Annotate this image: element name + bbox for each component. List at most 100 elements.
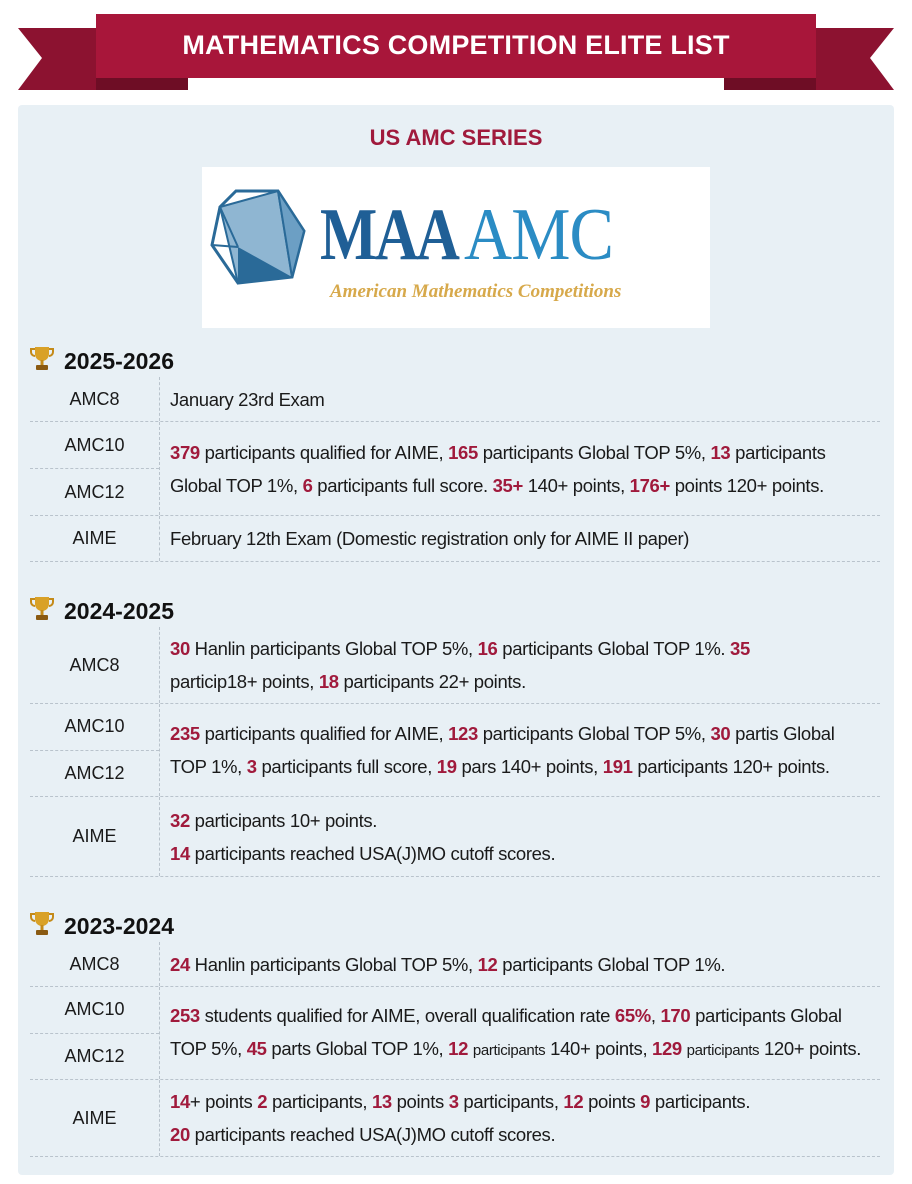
result-text-segment: participants,: [458, 1091, 564, 1112]
result-text-segment: participants 120+ points.: [632, 756, 830, 777]
result-text-segment: participants Global: [690, 1005, 842, 1026]
result-text-segment: points: [583, 1091, 641, 1112]
result-line: 32 participants 10+ points.: [170, 804, 880, 837]
highlight-number: 20: [170, 1124, 190, 1145]
result-text-segment: parts Global TOP 1%,: [266, 1038, 449, 1059]
table-row: AMC10 AMC12 379 participants qualified for…: [30, 422, 880, 516]
highlight-number: 13: [710, 441, 731, 463]
competition-label: AMC10: [64, 716, 125, 737]
result-line: TOP 1%, 3 participants full score, 19 pa…: [170, 750, 880, 783]
table-row: AIME 14+ points 2 participants, 13 points…: [30, 1080, 880, 1157]
competition-label-cell: AIME: [30, 1080, 160, 1156]
result-text-segment: participants reached USA(J)MO cutoff sco…: [189, 842, 556, 864]
highlight-number: 123: [448, 723, 478, 744]
highlight-number: 30: [170, 638, 190, 659]
result-line: 235 participants qualified for AIME, 123…: [170, 717, 880, 750]
result-line: February 12th Exam (Domestic registratio…: [170, 522, 880, 555]
result-text-segment: Hanlin participants Global TOP 5%,: [189, 638, 478, 659]
table-row: AMC10 AMC12 235 participants qualified for…: [30, 704, 880, 797]
competition-label: AMC10: [64, 999, 125, 1020]
highlight-number: 2: [257, 1091, 268, 1112]
highlight-number: 235: [170, 723, 200, 744]
result-line: 14 participants reached USA(J)MO cutoff …: [170, 837, 880, 870]
table-row: AMC8 January 23rd Exam: [30, 377, 880, 422]
result-text: 30 Hanlin participants Global TOP 5%, 16…: [160, 627, 880, 703]
maa-amc-logo: MAA AMC American Mathematics Competition…: [202, 167, 710, 328]
result-line: Global TOP 1%, 6 participants full score…: [170, 469, 880, 502]
highlight-number: 35: [730, 638, 750, 659]
page-title: MATHEMATICS COMPETITION ELITE LIST: [182, 30, 730, 60]
result-text-segment: participants Global TOP 5%,: [477, 723, 711, 744]
highlight-number: 129: [652, 1038, 682, 1059]
highlight-number: 253: [170, 1005, 200, 1026]
competition-label: AMC12: [30, 749, 159, 797]
result-text-segment: participants,: [267, 1091, 372, 1112]
result-text-segment: + points: [189, 1091, 258, 1112]
result-text-segment: particip18+ points,: [170, 671, 319, 692]
competition-label-cell: AMC10 AMC12: [30, 422, 160, 515]
logo-subtitle: American Mathematics Competitions: [330, 281, 622, 302]
competition-label: AMC12: [30, 468, 159, 515]
result-text-segment: pars 140+ points,: [456, 756, 603, 777]
competition-label: AIME: [72, 1107, 117, 1128]
section-year: 2024-2025: [64, 597, 174, 624]
title-banner: MATHEMATICS COMPETITION ELITE LIST: [0, 0, 912, 95]
competition-label: AMC8: [69, 953, 120, 974]
competition-label: AMC8: [69, 654, 120, 675]
highlight-number: 12: [448, 1038, 469, 1059]
table-row: AMC8 24 Hanlin participants Global TOP 5%…: [30, 942, 880, 987]
section-heading: 2024-2025: [30, 595, 880, 627]
highlight-number: 14: [170, 1091, 190, 1112]
result-text: January 23rd Exam: [160, 377, 880, 421]
highlight-number: 30: [710, 723, 731, 744]
result-text-segment: participants 10+ points.: [189, 809, 378, 831]
result-line: 379 participants qualified for AIME, 165…: [170, 436, 880, 469]
year-section: 2023-2024 AMC8 24 Hanlin participants Glob…: [30, 910, 880, 1157]
competition-label: AIME: [72, 826, 117, 846]
result-text: 32 participants 10+ points. 14 participan…: [160, 797, 880, 876]
competition-label-cell: AMC8: [30, 942, 160, 986]
highlight-number: 9: [640, 1091, 651, 1112]
result-line: 253 students qualified for AIME, overall…: [170, 999, 880, 1032]
result-text-segment: TOP 5%,: [170, 1038, 247, 1059]
result-text-segment: participants full score,: [256, 756, 437, 777]
result-text-segment: participants qualified for AIME,: [199, 723, 449, 744]
highlight-number: 18: [318, 671, 339, 692]
competition-label-cell: AIME: [30, 797, 160, 876]
result-line: January 23rd Exam: [170, 383, 880, 416]
highlight-number: 19: [436, 756, 457, 777]
result-text-segment: 140+ points,: [522, 474, 630, 496]
highlight-number: 14: [170, 842, 190, 864]
result-text-segment: participants 22+ points.: [338, 671, 526, 692]
highlight-number: 12: [477, 953, 498, 975]
result-text-segment: participants full score.: [312, 474, 493, 496]
competition-label-cell: AMC10 AMC12: [30, 987, 160, 1079]
result-text-segment: participants: [730, 441, 826, 463]
competition-label: AIME: [72, 528, 117, 548]
result-line: 24 Hanlin participants Global TOP 5%, 12…: [170, 948, 880, 981]
highlight-number: 16: [477, 638, 498, 659]
competition-label-cell: AMC8: [30, 377, 160, 421]
competition-label: AMC10: [64, 434, 125, 455]
table-row: AMC8 30 Hanlin participants Global TOP 5%…: [30, 627, 880, 704]
competition-label-cell: AIME: [30, 516, 160, 561]
highlight-number: 13: [371, 1091, 392, 1112]
result-text-segment: TOP 1%,: [170, 756, 247, 777]
highlight-number: 45: [246, 1038, 267, 1059]
section-heading: 2025-2026: [30, 345, 880, 377]
highlight-number: 170: [660, 1005, 691, 1026]
result-text-segment: Hanlin participants Global TOP 5%,: [189, 953, 478, 975]
logo-maa-text: MAA: [320, 194, 460, 276]
result-text-segment: points 120+ points.: [669, 474, 825, 496]
section-year: 2023-2024: [64, 912, 174, 939]
result-text-segment: participants qualified for AIME,: [199, 441, 449, 463]
ribbon-shape: [18, 14, 894, 90]
highlight-number: 32: [170, 809, 190, 831]
highlight-number: 165: [448, 441, 478, 463]
result-text-segment: partis Global: [730, 723, 835, 744]
result-text-segment: participants Global TOP 1%.: [497, 638, 731, 659]
result-text-segment: February 12th Exam (Domestic registratio…: [170, 528, 690, 549]
result-text-segment: 140+ points,: [545, 1038, 653, 1059]
result-text: February 12th Exam (Domestic registratio…: [160, 516, 880, 561]
highlight-number: 379: [170, 441, 200, 463]
